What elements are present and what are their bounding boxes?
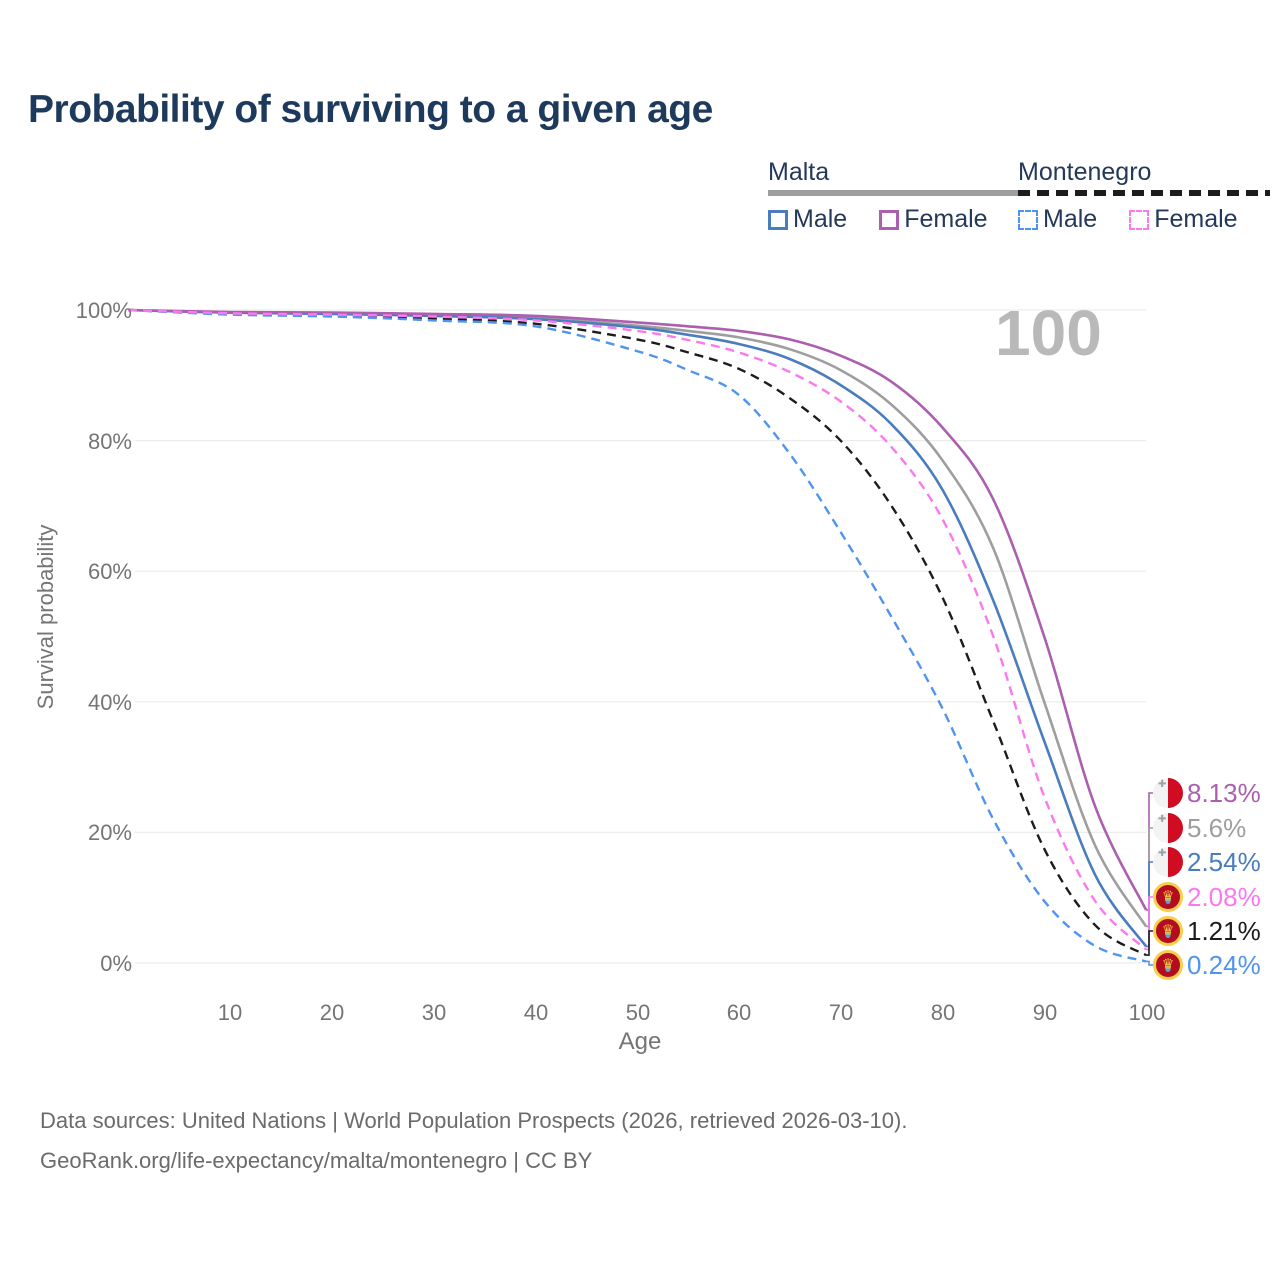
legend-group-malta: Malta Male Female [768,158,1020,234]
legend-item-montenegro-male: Male [1018,205,1097,234]
data-sources-line: Data sources: United Nations | World Pop… [40,1108,908,1133]
legend-item-montenegro-female: Female [1129,205,1238,234]
end-label-value: 0.24% [1187,949,1261,980]
curve-malta-male [127,308,1148,948]
malta-flag-icon [1153,847,1183,877]
xtick-30: 30 [421,1000,447,1025]
page-title: Probability of surviving to a given age [28,88,713,131]
end-label-row: 8.13% [1153,777,1261,809]
end-label-row: 2.54% [1153,846,1261,878]
end-label-row: 5.6% [1153,812,1246,844]
end-label-row: 0.24% [1153,949,1261,981]
end-label-row: 2.08% [1153,881,1261,913]
attribution-line: GeoRank.org/life-expectancy/malta/monten… [40,1148,593,1173]
ytick-100: 100% [75,298,132,323]
xtick-60: 60 [726,1000,752,1025]
montenegro-flag-icon [1153,882,1183,912]
montenegro-female-swatch [1129,209,1150,230]
xtick-10: 10 [217,1000,243,1025]
montenegro-flag-icon [1153,950,1183,980]
legend-label: Female [1154,205,1238,233]
legend-group-malta-label: Malta [768,158,830,186]
end-label-value: 2.54% [1187,846,1261,877]
legend-label: Male [793,205,848,233]
legend-group-montenegro-label: Montenegro [1018,158,1152,186]
malta-flag-icon [1153,778,1183,808]
malta-linestyle-swatch [768,190,1020,196]
x-axis-title: Age [618,1028,662,1055]
end-label-connector [1146,930,1153,956]
end-label-value: 8.13% [1187,777,1261,808]
curve-montenegro-female [127,308,1147,951]
curve-montenegro-male [127,308,1147,963]
legend-label: Male [1043,205,1098,233]
curve-malta-female [127,308,1148,911]
age-watermark: 100 [995,297,1102,369]
malta-female-swatch [879,209,900,230]
y-axis-title: Survival probability [33,524,58,710]
end-label-value: 5.6% [1187,812,1247,843]
legend-label: Female [904,205,988,233]
xtick-20: 20 [319,1000,345,1025]
montenegro-linestyle-swatch [1018,190,1270,196]
end-label-connector [1146,896,1153,951]
xtick-80: 80 [930,1000,956,1025]
ytick-80: 80% [87,429,132,454]
legend-group-montenegro: Montenegro Male Female [1018,158,1270,234]
curve-malta-both [127,308,1148,928]
xtick-90: 90 [1032,1000,1058,1025]
ytick-0: 0% [100,951,132,976]
malta-flag-icon [1153,813,1183,843]
legend-item-malta-female: Female [879,205,988,234]
legend-item-malta-male: Male [768,205,847,234]
xtick-100: 100 [1128,1000,1166,1025]
malta-male-swatch [768,209,788,230]
end-label-connector [1146,960,1153,966]
xtick-70: 70 [828,1000,854,1025]
montenegro-male-swatch [1018,209,1038,230]
xtick-50: 50 [625,1000,651,1025]
curve-montenegro-both [127,308,1147,957]
ytick-20: 20% [87,820,132,845]
end-label-row: 1.21% [1153,915,1261,947]
end-label-value: 2.08% [1187,881,1261,912]
ytick-60: 60% [87,559,132,584]
montenegro-flag-icon [1153,916,1183,946]
xtick-40: 40 [523,1000,549,1025]
ytick-40: 40% [87,690,132,715]
end-label-value: 1.21% [1187,915,1261,946]
